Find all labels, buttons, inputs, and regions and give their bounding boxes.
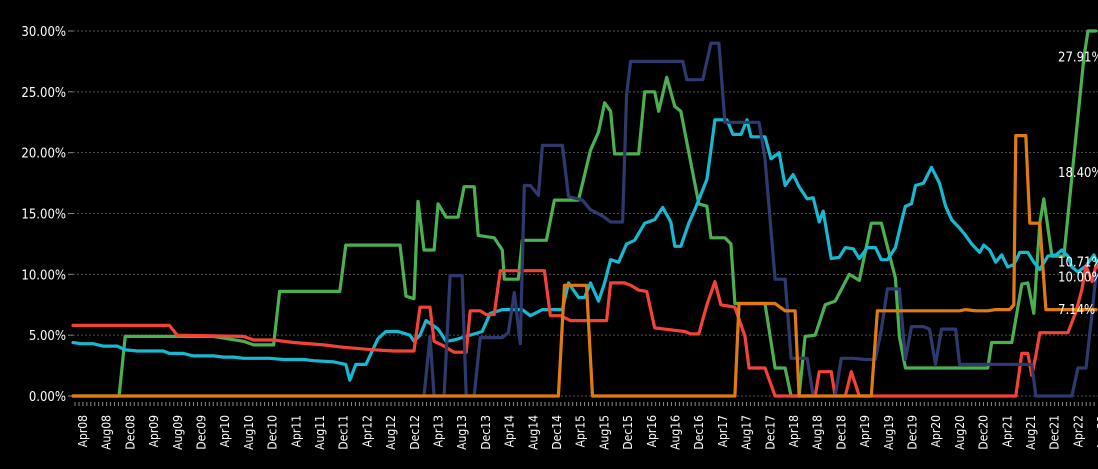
x-tick-label: Apr09 [147,415,161,448]
x-tick-label: Aug18 [811,415,825,450]
x-tick-label: Aug13 [455,415,469,450]
x-tick-label: Aug11 [313,415,327,450]
x-tick-label: Apr11 [289,415,303,447]
x-tick-label: Aug22 [1095,415,1098,450]
x-tick-label: Dec14 [550,415,564,450]
series-line [71,264,1098,398]
x-tick-label: Apr12 [360,415,374,447]
y-tick-label: 30.00% [21,25,66,40]
x-tick-label: Apr08 [76,415,90,448]
x-tick-label: Apr17 [716,415,730,447]
x-tick-label: Dec15 [621,415,635,450]
x-tick-label: Apr22 [1071,415,1085,447]
x-tick-label: Dec12 [408,415,422,450]
grid-lines [73,30,1098,397]
x-tick-label: Aug12 [384,415,398,450]
x-tick-label: Apr10 [218,415,232,448]
y-axis: 0.00% 5.00% 10.00% 15.00% 20.00% 25.00% 30.00% [21,25,73,405]
x-tick-label: Dec19 [906,415,920,450]
x-tick-label: Dec20 [977,415,991,450]
x-tick-label: Aug09 [171,415,185,450]
series-lines [71,29,1098,398]
x-tick-label: Dec18 [834,415,848,450]
end-value-label: 10.00% [1058,270,1098,285]
series-line [71,29,1098,398]
x-tick-label: Apr21 [1000,415,1014,447]
x-tick-label: Apr18 [787,415,801,448]
x-tick-label: Apr19 [858,415,872,448]
x-axis: Apr08 Aug08 Dec08 Apr09 Aug09 Dec09 Apr10 Aug10… [74,402,1098,450]
y-tick-label: 20.00% [21,147,66,162]
x-tick-label: Apr14 [503,415,517,448]
x-tick-label: Apr20 [929,415,943,448]
y-tick-label: 25.00% [21,86,66,101]
x-tick-label: Aug21 [1024,415,1038,450]
x-tick-label: Aug16 [669,415,683,450]
end-value-label: 7.14% [1058,303,1095,318]
x-tick-label: Aug14 [526,415,540,450]
end-value-label: 18.40% [1058,166,1098,181]
x-tick-label: Apr15 [574,415,588,447]
end-labels: 27.91% 18.40% 10.71%10.00% 7.14% [1058,50,1098,318]
x-tick-label: Dec09 [195,415,209,450]
x-tick-label: Aug20 [953,415,967,450]
series-line [71,118,1098,382]
x-tick-label: Dec17 [763,415,777,450]
x-tick-label: Dec16 [692,415,706,450]
y-tick-label: 5.00% [29,329,66,344]
end-value-label: 27.91% [1058,50,1098,65]
x-tick-label: Dec10 [266,415,280,450]
y-tick-label: 0.00% [29,390,66,405]
x-tick-label: Dec13 [479,415,493,450]
x-tick-label: Dec21 [1048,415,1062,450]
x-tick-label: Aug10 [242,415,256,450]
x-tick-label: Aug19 [882,415,896,450]
y-tick-label: 10.00% [21,268,66,283]
x-tick-label: Dec08 [123,415,137,450]
x-tick-label: Dec11 [337,415,351,450]
x-tick-label: Apr16 [645,415,659,448]
series-line [71,134,1098,398]
y-tick-label: 15.00% [21,208,66,223]
x-tick-label: Aug08 [100,415,114,450]
series-line [71,41,1098,398]
end-value-label: 10.71% [1058,256,1098,271]
x-tick-label: Aug17 [740,415,754,450]
x-tick-label: Aug15 [597,415,611,450]
x-tick-label: Apr13 [432,415,446,447]
